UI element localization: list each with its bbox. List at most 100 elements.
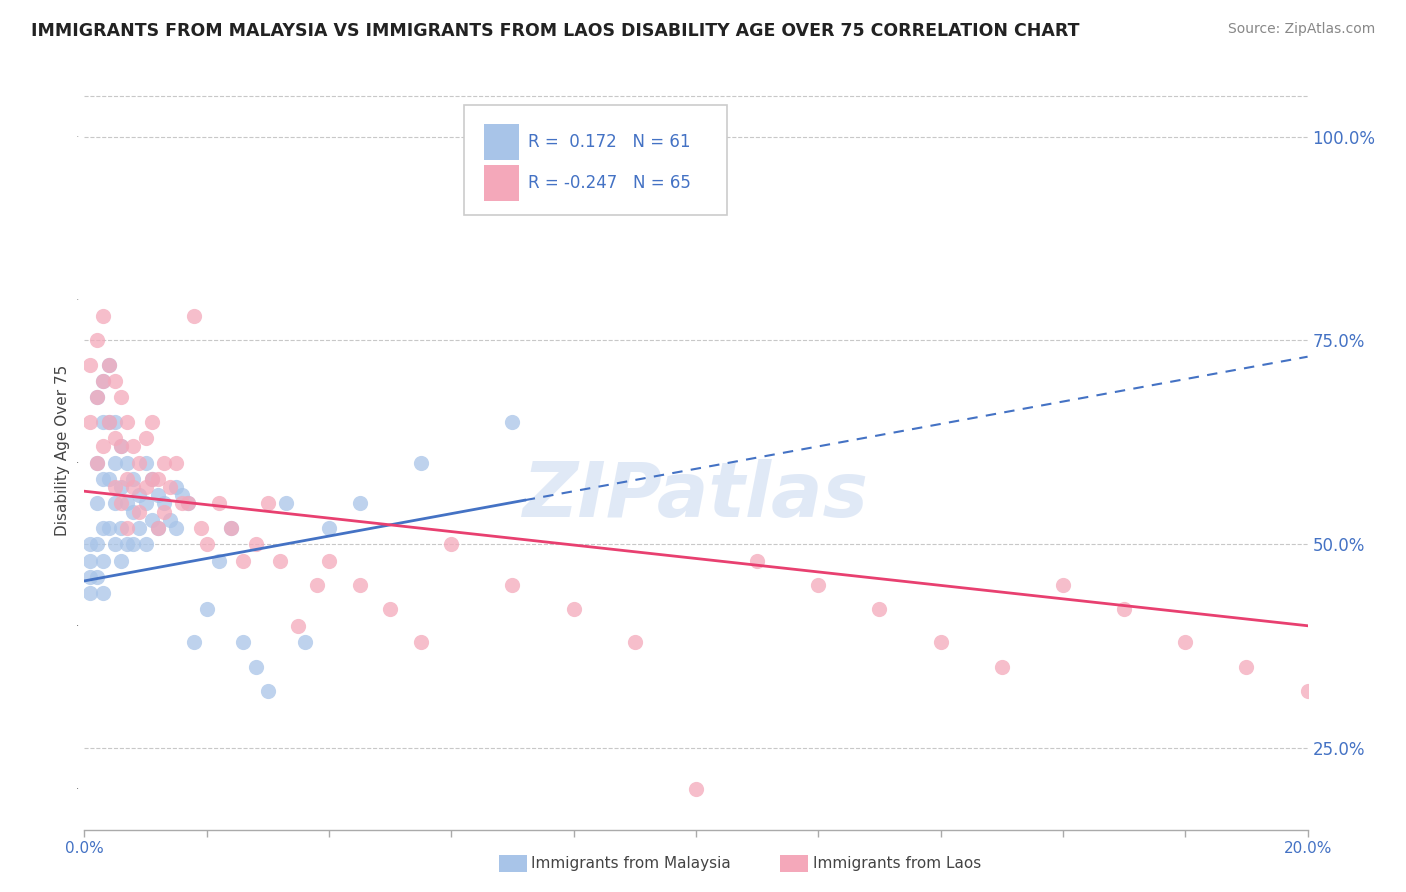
Point xyxy=(104,374,127,388)
Point xyxy=(122,439,145,453)
Point xyxy=(110,480,132,494)
Point xyxy=(318,521,340,535)
FancyBboxPatch shape xyxy=(464,105,727,216)
Point xyxy=(305,578,328,592)
Point xyxy=(122,537,145,551)
Point xyxy=(79,586,101,600)
Point xyxy=(183,309,205,323)
Point xyxy=(991,659,1014,673)
Point xyxy=(122,505,145,519)
Point xyxy=(141,472,163,486)
FancyBboxPatch shape xyxy=(484,124,519,161)
Point xyxy=(135,496,157,510)
Point xyxy=(869,602,891,616)
Point xyxy=(91,309,114,323)
Point xyxy=(1236,659,1258,673)
Point xyxy=(208,553,231,567)
Point xyxy=(91,415,114,429)
Point xyxy=(104,537,127,551)
Point xyxy=(146,488,169,502)
Point xyxy=(128,456,150,470)
Point xyxy=(1174,635,1197,649)
Point xyxy=(141,472,163,486)
Point xyxy=(245,537,267,551)
Point xyxy=(86,570,108,584)
Point xyxy=(110,439,132,453)
Text: Immigrants from Laos: Immigrants from Laos xyxy=(813,856,981,871)
Point xyxy=(104,431,127,445)
Point xyxy=(135,480,157,494)
Point xyxy=(318,553,340,567)
Point xyxy=(165,521,187,535)
Point xyxy=(1296,684,1319,698)
Point xyxy=(110,496,132,510)
Point xyxy=(110,521,132,535)
Point xyxy=(502,415,524,429)
Point xyxy=(104,415,127,429)
Point xyxy=(747,553,769,567)
Point xyxy=(685,781,707,796)
Point xyxy=(257,684,280,698)
Point xyxy=(807,578,830,592)
Point xyxy=(115,521,138,535)
Point xyxy=(115,537,138,551)
Point xyxy=(159,480,181,494)
Point xyxy=(135,537,157,551)
Point xyxy=(177,496,200,510)
Point xyxy=(104,456,127,470)
Point xyxy=(294,635,316,649)
Point xyxy=(122,472,145,486)
Point xyxy=(159,513,181,527)
Point xyxy=(110,391,132,405)
Point xyxy=(135,431,157,445)
Point xyxy=(97,415,120,429)
Point xyxy=(122,480,145,494)
Point xyxy=(79,553,101,567)
Point xyxy=(1114,602,1136,616)
Point xyxy=(153,505,176,519)
Point xyxy=(219,521,242,535)
Point xyxy=(183,635,205,649)
Point xyxy=(79,537,101,551)
Text: ZIPatlas: ZIPatlas xyxy=(523,459,869,533)
Point xyxy=(86,391,108,405)
Point xyxy=(562,602,585,616)
Point xyxy=(115,456,138,470)
Point xyxy=(91,374,114,388)
Point xyxy=(86,537,108,551)
Point xyxy=(86,334,108,348)
Point xyxy=(208,496,231,510)
Point xyxy=(287,619,309,633)
Point xyxy=(97,358,120,372)
Point xyxy=(409,456,432,470)
Point xyxy=(165,480,187,494)
Point xyxy=(104,480,127,494)
Point xyxy=(79,415,101,429)
Point xyxy=(172,488,194,502)
Point xyxy=(86,456,108,470)
Point xyxy=(115,415,138,429)
Point xyxy=(146,472,169,486)
Point xyxy=(153,456,176,470)
Point xyxy=(172,496,194,510)
Text: IMMIGRANTS FROM MALAYSIA VS IMMIGRANTS FROM LAOS DISABILITY AGE OVER 75 CORRELAT: IMMIGRANTS FROM MALAYSIA VS IMMIGRANTS F… xyxy=(31,22,1080,40)
Text: Immigrants from Malaysia: Immigrants from Malaysia xyxy=(531,856,731,871)
Point xyxy=(165,456,187,470)
Point xyxy=(110,439,132,453)
Point xyxy=(257,496,280,510)
FancyBboxPatch shape xyxy=(484,165,519,202)
Point xyxy=(128,488,150,502)
Point xyxy=(146,521,169,535)
Point xyxy=(79,358,101,372)
Point xyxy=(349,496,371,510)
Point xyxy=(86,496,108,510)
Point xyxy=(79,570,101,584)
Point xyxy=(97,415,120,429)
Point xyxy=(141,513,163,527)
Text: R =  0.172   N = 61: R = 0.172 N = 61 xyxy=(529,133,690,151)
Point xyxy=(97,521,120,535)
Point xyxy=(195,602,218,616)
Y-axis label: Disability Age Over 75: Disability Age Over 75 xyxy=(55,365,70,536)
Point xyxy=(135,456,157,470)
Point xyxy=(97,358,120,372)
